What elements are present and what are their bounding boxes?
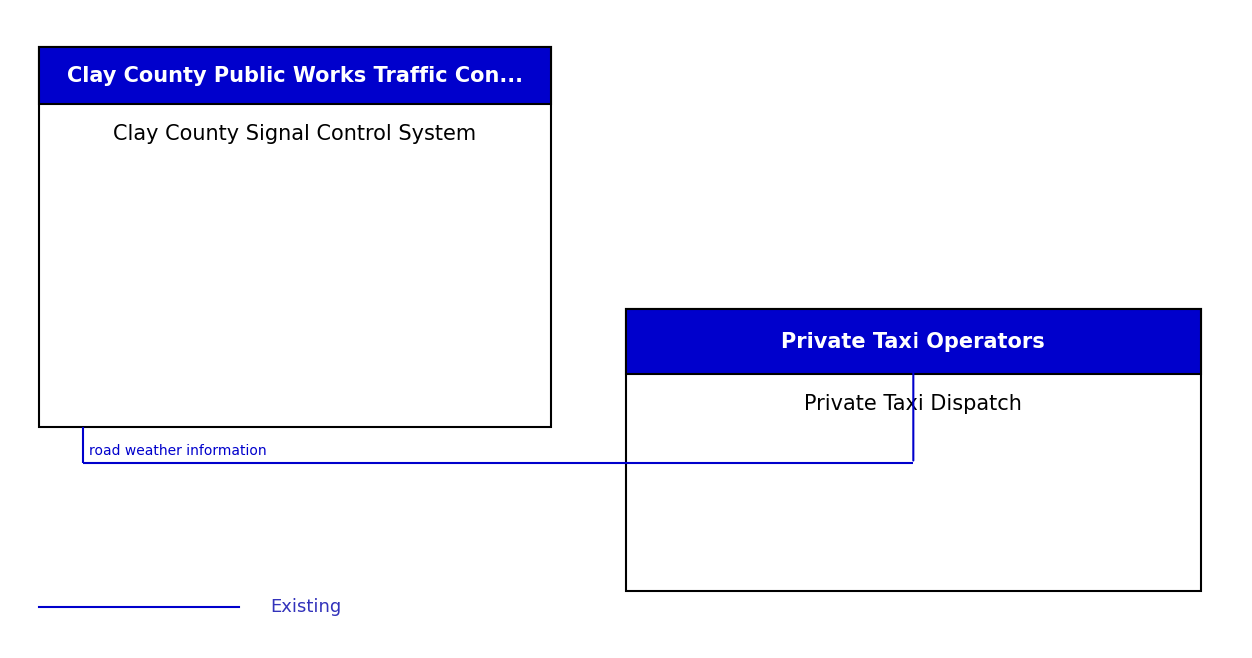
Bar bbox=[626, 309, 1201, 591]
Text: Private Taxi Operators: Private Taxi Operators bbox=[781, 332, 1045, 352]
Bar bbox=[626, 309, 1201, 374]
Text: Clay County Signal Control System: Clay County Signal Control System bbox=[114, 124, 477, 144]
Text: road weather information: road weather information bbox=[89, 444, 267, 458]
Bar bbox=[39, 47, 551, 104]
Bar bbox=[39, 47, 551, 427]
Text: Existing: Existing bbox=[270, 599, 342, 617]
Text: Private Taxi Dispatch: Private Taxi Dispatch bbox=[804, 393, 1023, 414]
Text: Clay County Public Works Traffic Con...: Clay County Public Works Traffic Con... bbox=[66, 66, 523, 86]
